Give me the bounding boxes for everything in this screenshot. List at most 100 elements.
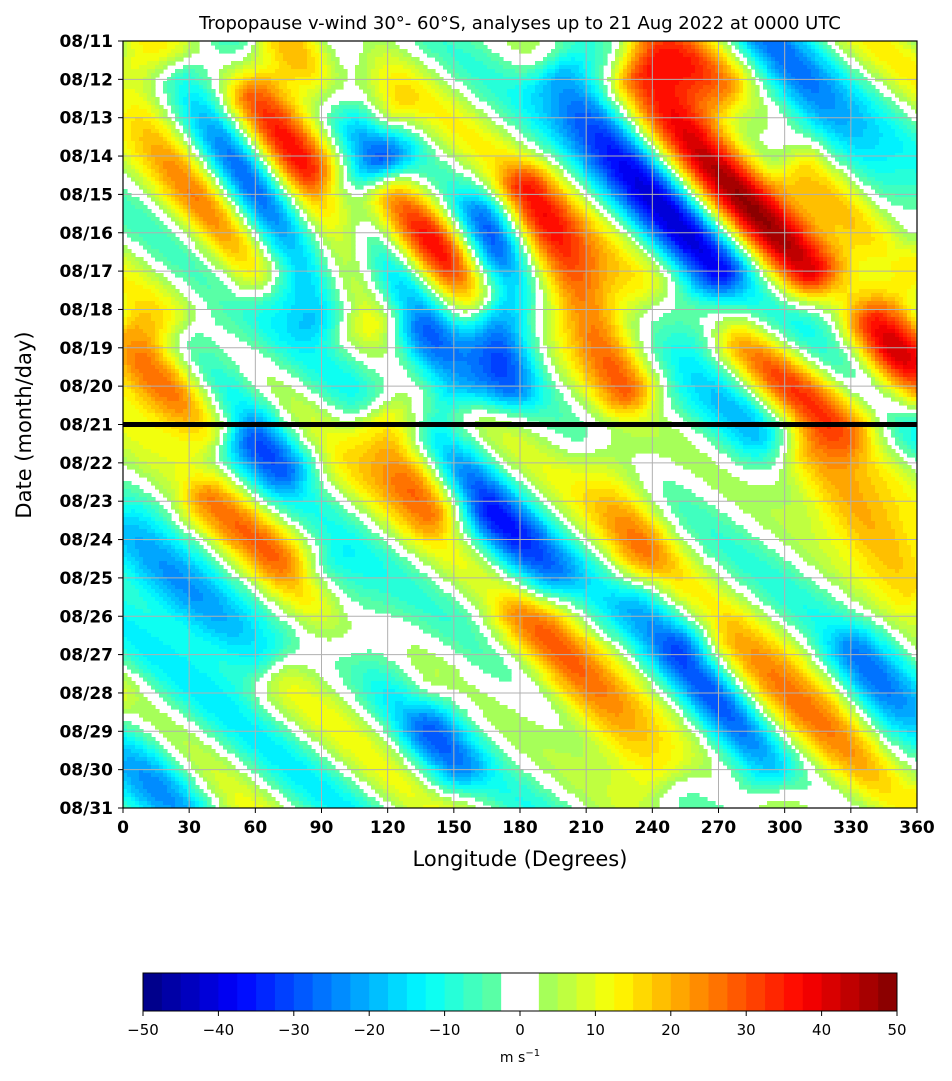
field-cell [251,129,256,134]
field-cell [791,113,800,118]
field-cell [163,89,168,94]
field-cell [739,89,744,94]
field-cell [651,149,656,154]
field-cell [607,177,612,182]
field-cell [511,181,516,186]
field-cell [367,213,376,218]
field-cell [599,101,604,106]
field-cell [131,45,144,50]
field-cell [375,105,380,110]
field-cell [195,173,200,178]
field-cell [239,41,248,46]
field-cell [623,137,628,142]
field-cell [259,113,264,118]
field-cell [215,189,220,194]
field-cell [251,209,256,214]
field-cell [615,61,620,66]
field-cell [895,129,904,134]
field-cell [631,217,636,222]
field-cell [375,205,380,210]
field-cell [199,161,204,166]
field-cell [583,165,588,170]
field-cell [763,169,768,174]
field-cell [875,169,896,174]
field-cell [547,161,552,166]
field-cell [723,193,728,198]
field-cell [811,105,820,110]
field-cell [447,181,460,186]
field-cell [599,73,604,78]
field-cell [647,161,652,166]
field-cell [875,145,904,150]
field-cell [255,165,260,170]
field-cell [151,73,160,78]
field-cell [575,205,580,210]
field-cell [223,129,228,134]
field-cell [895,113,904,118]
field-cell [267,65,280,70]
field-cell [419,149,424,154]
field-cell [703,53,708,58]
field-cell [755,69,760,74]
field-cell [191,193,196,198]
field-cell [227,117,232,122]
field-cell [359,133,368,138]
field-cell [243,89,248,94]
field-cell [359,165,368,170]
field-cell [511,205,516,210]
field-cell [483,121,492,126]
field-cell [819,117,828,122]
field-cell [867,205,872,210]
field-cell [687,165,692,170]
field-cell [599,69,604,74]
field-cell [511,173,516,178]
field-cell [339,141,344,146]
field-cell [663,41,676,46]
field-cell [419,197,424,202]
field-cell [759,97,764,102]
field-cell [727,201,732,206]
field-cell [579,65,584,70]
field-cell [387,133,396,138]
field-cell [563,189,568,194]
field-cell [131,129,144,134]
field-cell [451,65,464,70]
field-cell [675,209,680,214]
field-cell [531,165,536,170]
field-cell [727,213,732,218]
field-cell [175,101,180,106]
field-cell [471,181,476,186]
field-cell [655,209,676,214]
field-cell [591,89,596,94]
field-cell [143,165,148,170]
field-cell [315,137,320,142]
field-cell [527,157,536,162]
field-cell [539,113,548,118]
field-cell [715,173,728,178]
field-cell [235,169,248,174]
field-cell [251,105,256,110]
field-cell [595,153,600,158]
field-cell [659,125,664,130]
field-cell [663,125,668,130]
field-cell [199,169,204,174]
field-cell [383,113,388,118]
field-cell [207,81,212,86]
field-cell [755,57,760,62]
field-cell [151,149,172,154]
field-cell [807,109,816,114]
field-cell [255,45,260,50]
field-cell [727,189,736,194]
field-cell [255,73,312,78]
field-cell [331,193,336,198]
field-cell [755,65,760,70]
field-cell [799,49,804,54]
field-cell [639,121,644,126]
field-cell [227,133,232,138]
field-cell [787,189,832,194]
field-cell [623,97,628,102]
field-cell [263,141,268,146]
field-cell [703,69,712,74]
field-cell [899,41,908,46]
field-cell [123,57,132,62]
